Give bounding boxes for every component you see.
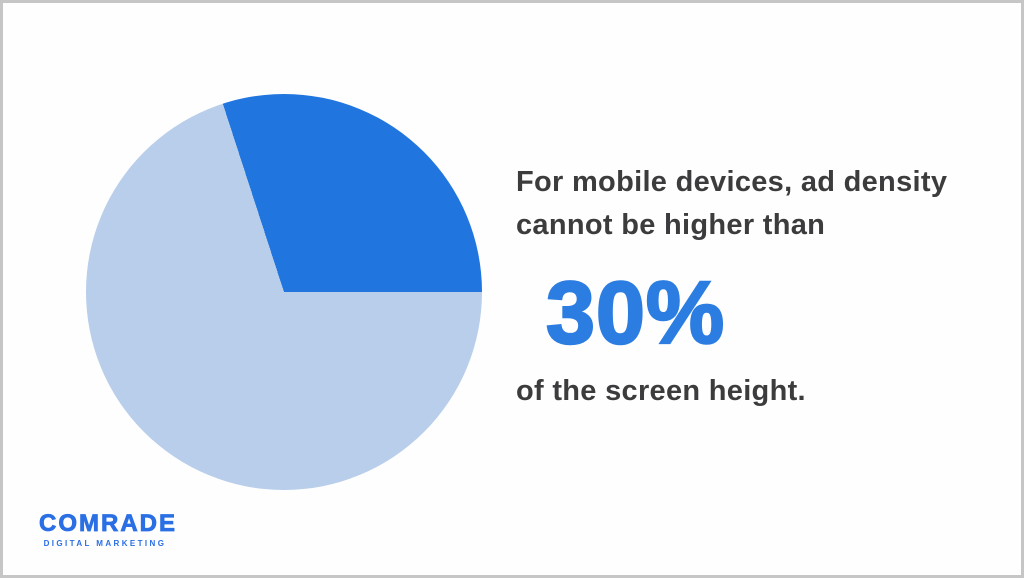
statement-line1: For mobile devices, ad density — [516, 166, 948, 198]
comrade-logo: COMRADE DIGITAL MARKETING — [39, 510, 177, 548]
statement-line3: of the screen height. — [516, 375, 806, 407]
statement-heading: For mobile devices, ad density cannot be… — [516, 161, 996, 247]
logo-tagline: DIGITAL MARKETING — [43, 539, 167, 548]
statement-block: For mobile devices, ad density cannot be… — [516, 161, 996, 407]
pie-chart — [86, 94, 482, 490]
statement-value: 30% — [545, 263, 726, 362]
statement-line2: cannot be higher than — [516, 209, 826, 241]
logo-wordmark: COMRADE — [39, 510, 177, 537]
